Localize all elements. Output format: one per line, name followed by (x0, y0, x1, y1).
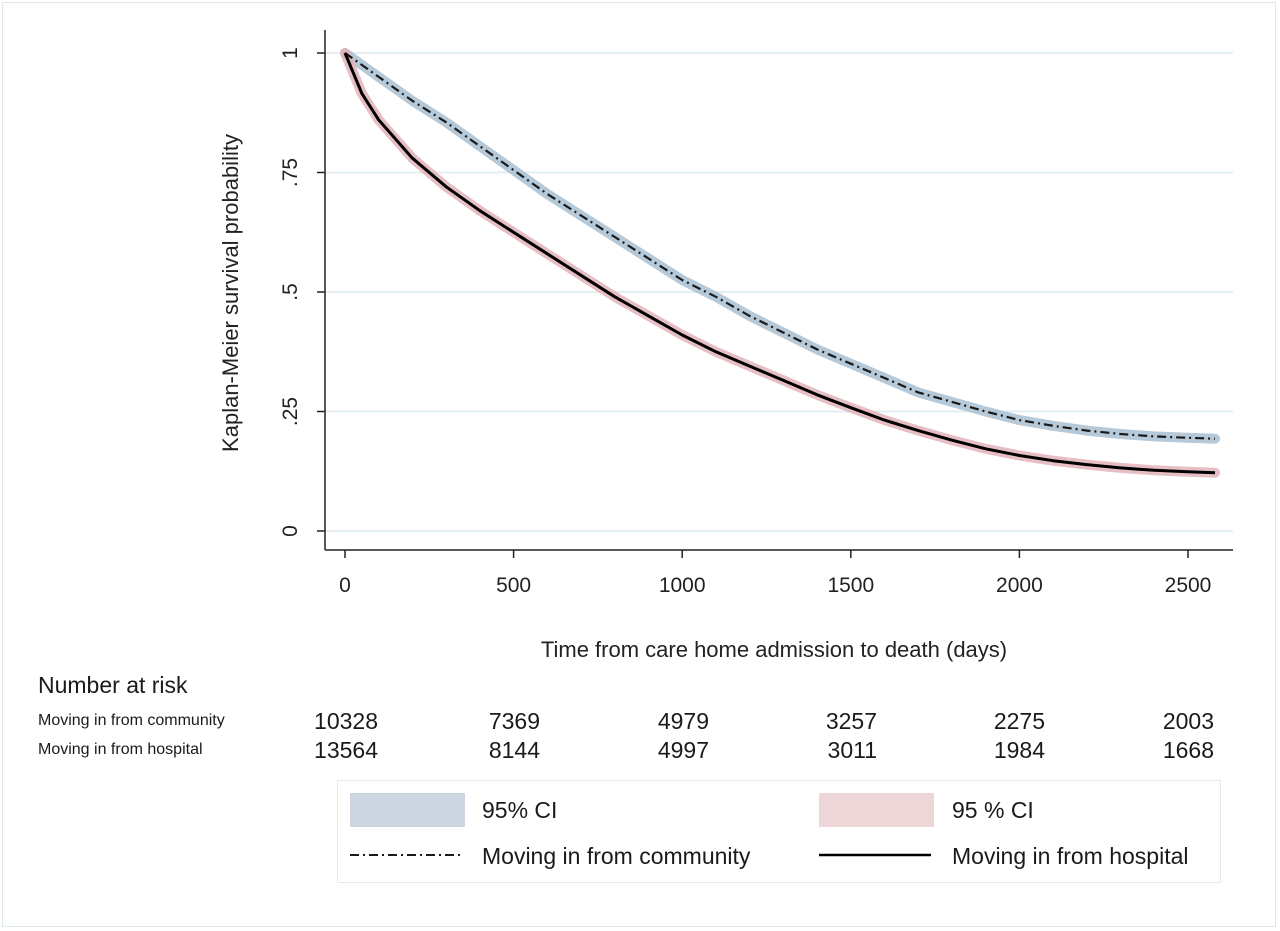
risk-cell: 2003 (1162, 708, 1214, 734)
x-axis-ticks: 0 500 1000 1500 2000 2500 (339, 550, 1211, 597)
risk-row-label: Moving in from hospital (38, 741, 203, 758)
risk-cell: 8144 (488, 737, 540, 763)
risk-row-label: Moving in from community (38, 712, 225, 729)
x-tick-label: 0 (339, 574, 351, 597)
risk-cell: 13564 (314, 737, 378, 763)
legend-label-ci-community: 95% CI (482, 797, 558, 823)
y-axis-title: Kaplan-Meier survival probability (218, 134, 243, 452)
risk-cell: 1668 (1162, 737, 1214, 763)
risk-cell: 3257 (825, 708, 877, 734)
survival-curves (343, 52, 1216, 475)
risk-cell: 2275 (993, 708, 1045, 734)
risk-cell: 10328 (314, 708, 378, 734)
legend-label-community: Moving in from community (482, 843, 751, 869)
ci-band-hospital (340, 48, 1220, 478)
y-tick-label: .5 (279, 283, 302, 301)
chart-legend: 95% CI 95 % CI Moving in from community … (337, 780, 1221, 883)
survival-chart: 0 .25 .5 .75 1 0 500 1000 1500 2000 2500 Kaplan-M… (218, 30, 1233, 662)
risk-cell: 3011 (827, 737, 877, 763)
confidence-bands (340, 48, 1220, 478)
x-axis-title: Time from care home admission to death (… (541, 637, 1007, 662)
legend-swatch-ci-hospital (819, 793, 934, 827)
risk-cell: 7369 (488, 708, 540, 734)
survival-line-community (344, 52, 1216, 440)
legend-swatch-ci-community (350, 793, 465, 827)
x-tick-label: 500 (496, 574, 531, 597)
risk-table-title: Number at risk (38, 672, 188, 698)
legend-label-hospital: Moving in from hospital (952, 843, 1189, 869)
legend-label-ci-hospital: 95 % CI (952, 797, 1034, 823)
y-tick-label: .25 (279, 397, 302, 426)
gridlines (325, 52, 1233, 532)
x-tick-label: 2500 (1165, 574, 1212, 597)
risk-cell: 1984 (993, 737, 1045, 763)
legend-line-hospital (819, 853, 931, 857)
x-tick-label: 1000 (659, 574, 706, 597)
legend-line-community (350, 854, 462, 856)
y-tick-label: .75 (279, 158, 302, 187)
axes (324, 30, 1233, 551)
y-axis-ticks: 0 .25 .5 .75 1 (279, 47, 325, 537)
x-tick-label: 2000 (996, 574, 1043, 597)
y-tick-label: 1 (279, 47, 302, 59)
x-tick-label: 1500 (827, 574, 874, 597)
survival-line-hospital (343, 52, 1216, 475)
risk-cell: 4997 (657, 737, 709, 763)
y-tick-label: 0 (279, 525, 302, 537)
risk-cell: 4979 (657, 708, 709, 734)
